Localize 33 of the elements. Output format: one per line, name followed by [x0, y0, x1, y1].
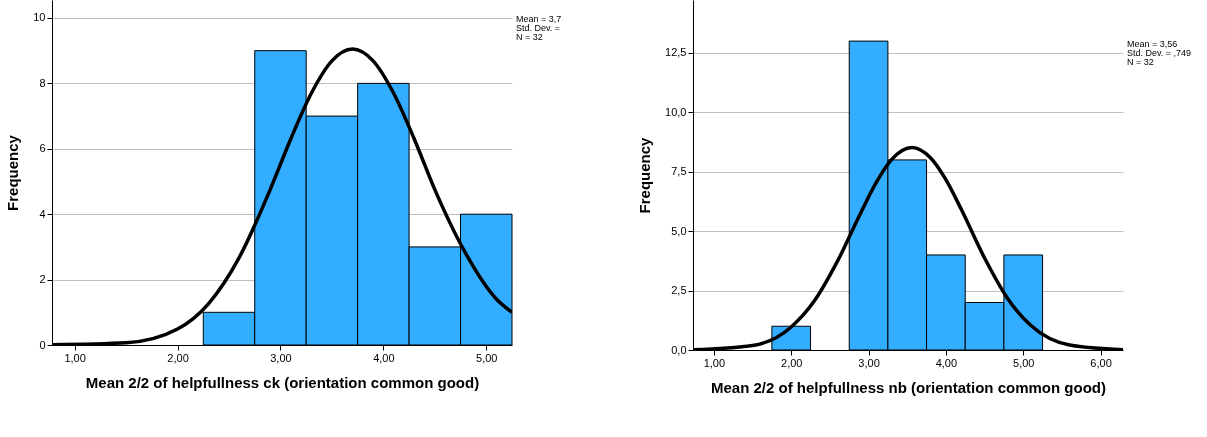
x-tick-label: 1,00: [703, 356, 726, 369]
text: Mean = 3,56: [1127, 39, 1178, 49]
y-tick-label: 6: [39, 142, 46, 155]
y-tick-label: 2: [39, 273, 46, 286]
y-tick-label: 8: [39, 76, 46, 89]
x-tick-label: 6,00: [1090, 356, 1112, 369]
text: Std. Dev. = ,749: [1127, 48, 1192, 58]
y-axis-title: Frequency: [636, 136, 654, 214]
x-tick-label: 4,00: [935, 356, 958, 369]
y-tick-label: 10,0: [665, 105, 687, 118]
x-tick-label: 5,00: [1013, 356, 1035, 369]
x-tick-label: 2,00: [781, 356, 803, 369]
x-tick-label: 3,00: [858, 356, 880, 369]
y-tick-label: 0,0: [671, 343, 687, 356]
text: Mean = 3,7: [516, 14, 562, 24]
y-tick-label: 5,0: [671, 224, 687, 237]
y-axis-title: Frequency: [4, 134, 22, 211]
text: Std. Dev. =: [516, 23, 561, 33]
text: N = 32: [1127, 57, 1154, 67]
y-tick-label: 12,5: [665, 46, 687, 59]
x-axis-title: Mean 2/2 of helpfullness nb (orientation common good): [710, 378, 1107, 396]
y-tick-label: 7,5: [671, 165, 687, 178]
x-tick-label: 3,00: [270, 351, 292, 364]
text: N = 32: [516, 32, 543, 42]
y-tick-label: 0: [39, 338, 46, 351]
x-tick-label: 5,00: [476, 351, 498, 364]
x-tick-label: 4,00: [373, 351, 395, 364]
x-tick-label: 1,00: [64, 351, 86, 364]
y-tick-label: 4: [39, 207, 46, 220]
y-tick-label: 10: [33, 11, 46, 24]
y-tick-label: 2,5: [671, 284, 687, 297]
x-axis-title: Mean 2/2 of helpfullness ck (orientation common good): [85, 373, 480, 391]
x-tick-label: 2,00: [167, 351, 189, 364]
